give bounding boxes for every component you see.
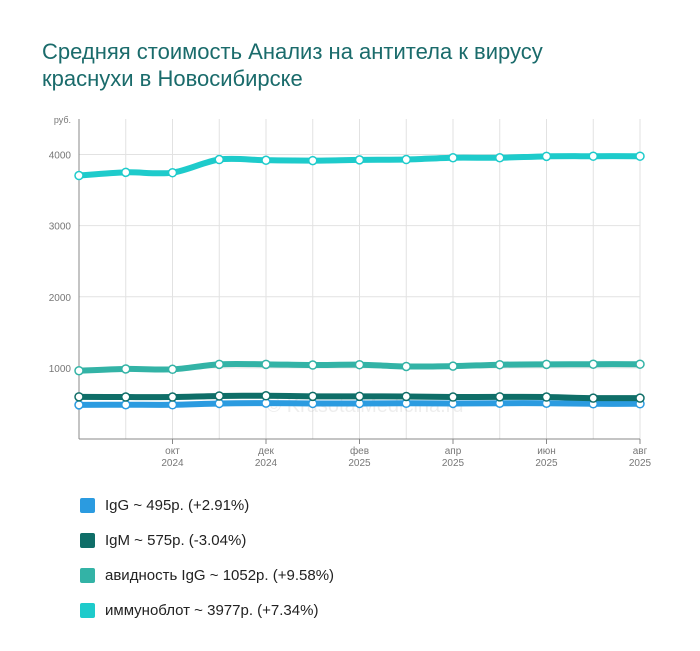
data-point-igm bbox=[261, 391, 271, 401]
data-point-авидность-igg bbox=[214, 359, 224, 370]
data-point-igm bbox=[354, 391, 365, 402]
line-chart: 1000200030004000руб.окт2024дек2024фев202… bbox=[49, 115, 652, 469]
data-point-igg bbox=[121, 399, 131, 410]
data-point-иммуноблот bbox=[588, 151, 598, 161]
data-point-авидность-igg bbox=[308, 360, 318, 370]
x-tick-label-month: авг bbox=[633, 446, 648, 457]
data-point-авидность-igg bbox=[588, 359, 598, 369]
data-point-иммуноблот bbox=[635, 151, 645, 161]
x-tick-label-month: окт bbox=[165, 446, 180, 457]
legend-item: IgM ~ 575р. (-3.04%) bbox=[80, 523, 334, 558]
data-point-авидность-igg bbox=[261, 359, 271, 370]
data-point-igm bbox=[167, 392, 178, 402]
legend-item: IgG ~ 495р. (+2.91%) bbox=[80, 488, 334, 523]
data-point-иммуноблот bbox=[354, 155, 365, 165]
data-point-авидность-igg bbox=[354, 359, 365, 370]
data-point-иммуноблот bbox=[541, 151, 552, 162]
legend-label: IgG ~ 495р. (+2.91%) bbox=[105, 497, 250, 514]
chart-title: Средняя стоимость Анализ на антитела к в… bbox=[42, 39, 543, 91]
data-point-иммуноблот bbox=[448, 153, 458, 163]
x-tick-label-year: 2025 bbox=[629, 458, 652, 469]
data-point-igm bbox=[635, 393, 645, 403]
legend-label: иммуноблот ~ 3977р. (+7.34%) bbox=[105, 602, 319, 619]
legend-swatch bbox=[80, 498, 95, 513]
data-point-igm bbox=[121, 392, 131, 402]
x-tick-label-month: фев bbox=[350, 445, 369, 457]
series-points bbox=[74, 151, 645, 410]
x-tick-label-month: апр bbox=[445, 446, 462, 457]
legend-label: авидность IgG ~ 1052р. (+9.58%) bbox=[105, 567, 335, 584]
data-point-иммуноблот bbox=[401, 154, 411, 165]
x-tick-label-year: 2025 bbox=[348, 458, 371, 469]
axes: 1000200030004000руб.окт2024дек2024фев202… bbox=[49, 115, 652, 469]
data-point-авидность-igg bbox=[495, 359, 505, 370]
data-point-igm bbox=[74, 392, 84, 402]
data-point-авидность-igg bbox=[121, 364, 131, 374]
x-tick-label-year: 2025 bbox=[442, 458, 465, 469]
y-tick-label: 3000 bbox=[49, 222, 72, 233]
data-point-авидность-igg bbox=[448, 361, 458, 371]
data-point-igm bbox=[308, 391, 318, 402]
legend-label: IgM ~ 575р. (-3.04%) bbox=[105, 532, 247, 549]
y-tick-label: 1000 bbox=[49, 364, 72, 375]
data-point-иммуноблот bbox=[121, 167, 131, 178]
legend: IgG ~ 495р. (+2.91%) IgM ~ 575р. (-3.04%)… bbox=[80, 488, 334, 628]
data-point-igm bbox=[214, 391, 224, 401]
legend-swatch bbox=[80, 603, 95, 618]
legend-item: иммуноблот ~ 3977р. (+7.34%) bbox=[80, 593, 334, 628]
data-point-иммуноблот bbox=[214, 154, 224, 165]
x-tick-label-year: 2024 bbox=[161, 458, 184, 469]
data-point-igm bbox=[588, 393, 598, 403]
y-tick-label: 2000 bbox=[49, 293, 72, 304]
legend-item: авидность IgG ~ 1052р. (+9.58%) bbox=[80, 558, 334, 593]
x-tick-label-month: июн bbox=[537, 446, 556, 457]
data-point-иммуноблот bbox=[167, 167, 178, 178]
data-point-igm bbox=[495, 392, 505, 402]
data-point-иммуноблот bbox=[74, 170, 84, 181]
data-point-иммуноблот bbox=[308, 155, 318, 166]
y-tick-label: 4000 bbox=[49, 151, 72, 162]
x-tick-label-year: 2025 bbox=[535, 458, 558, 469]
data-point-igg bbox=[74, 400, 84, 410]
grid-lines bbox=[79, 119, 641, 439]
data-point-авидность-igg bbox=[74, 365, 84, 376]
x-tick-label-month: дек bbox=[258, 446, 274, 457]
data-point-иммуноблот bbox=[261, 155, 271, 165]
y-axis-unit: руб. bbox=[54, 115, 71, 125]
data-point-igm bbox=[541, 392, 552, 402]
x-tick-label-year: 2024 bbox=[255, 458, 278, 469]
data-point-авидность-igg bbox=[401, 361, 411, 372]
legend-swatch bbox=[80, 533, 95, 548]
data-point-igm bbox=[401, 391, 411, 402]
data-point-igm bbox=[448, 392, 458, 402]
legend-swatch bbox=[80, 568, 95, 583]
data-point-авидность-igg bbox=[541, 359, 552, 370]
data-point-igg bbox=[167, 400, 178, 410]
data-point-авидность-igg bbox=[167, 364, 178, 375]
data-point-авидность-igg bbox=[635, 359, 645, 369]
data-point-иммуноблот bbox=[495, 153, 505, 163]
